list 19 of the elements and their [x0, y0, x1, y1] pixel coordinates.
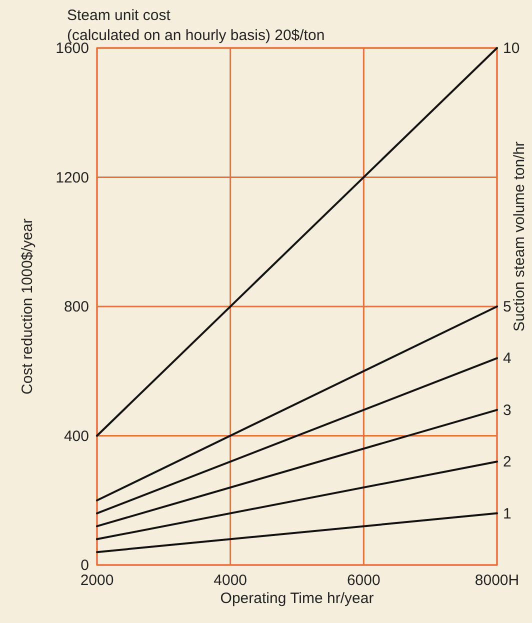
y-axis-title: Cost reduction 1000$/year: [19, 218, 36, 394]
x-tick-label: 2000: [80, 572, 114, 589]
x-tick-label: 8000H: [474, 572, 520, 589]
chart-title: Steam unit cost: [67, 7, 172, 24]
y-tick-label: 1200: [56, 169, 89, 186]
y-tick-label: 800: [64, 298, 89, 316]
series-label: 3: [503, 402, 512, 419]
chart-subtitle: (calculated on an hourly basis) 20$/ton: [67, 27, 325, 44]
series-label: 2: [503, 454, 512, 471]
series-label: 1: [503, 505, 512, 522]
x-tick-label: 6000: [346, 572, 380, 589]
y-tick-label: 400: [64, 428, 89, 445]
y-tick-label: 0: [80, 557, 89, 574]
series-label: 5: [503, 298, 512, 316]
x-tick-label: 4000: [214, 572, 248, 589]
series-label: 4: [503, 350, 512, 368]
series-label: 10: [503, 40, 520, 57]
x-axis-title: Operating Time hr/year: [220, 590, 374, 607]
y2-axis-title: Suction steam volume ton/hr: [511, 141, 528, 332]
